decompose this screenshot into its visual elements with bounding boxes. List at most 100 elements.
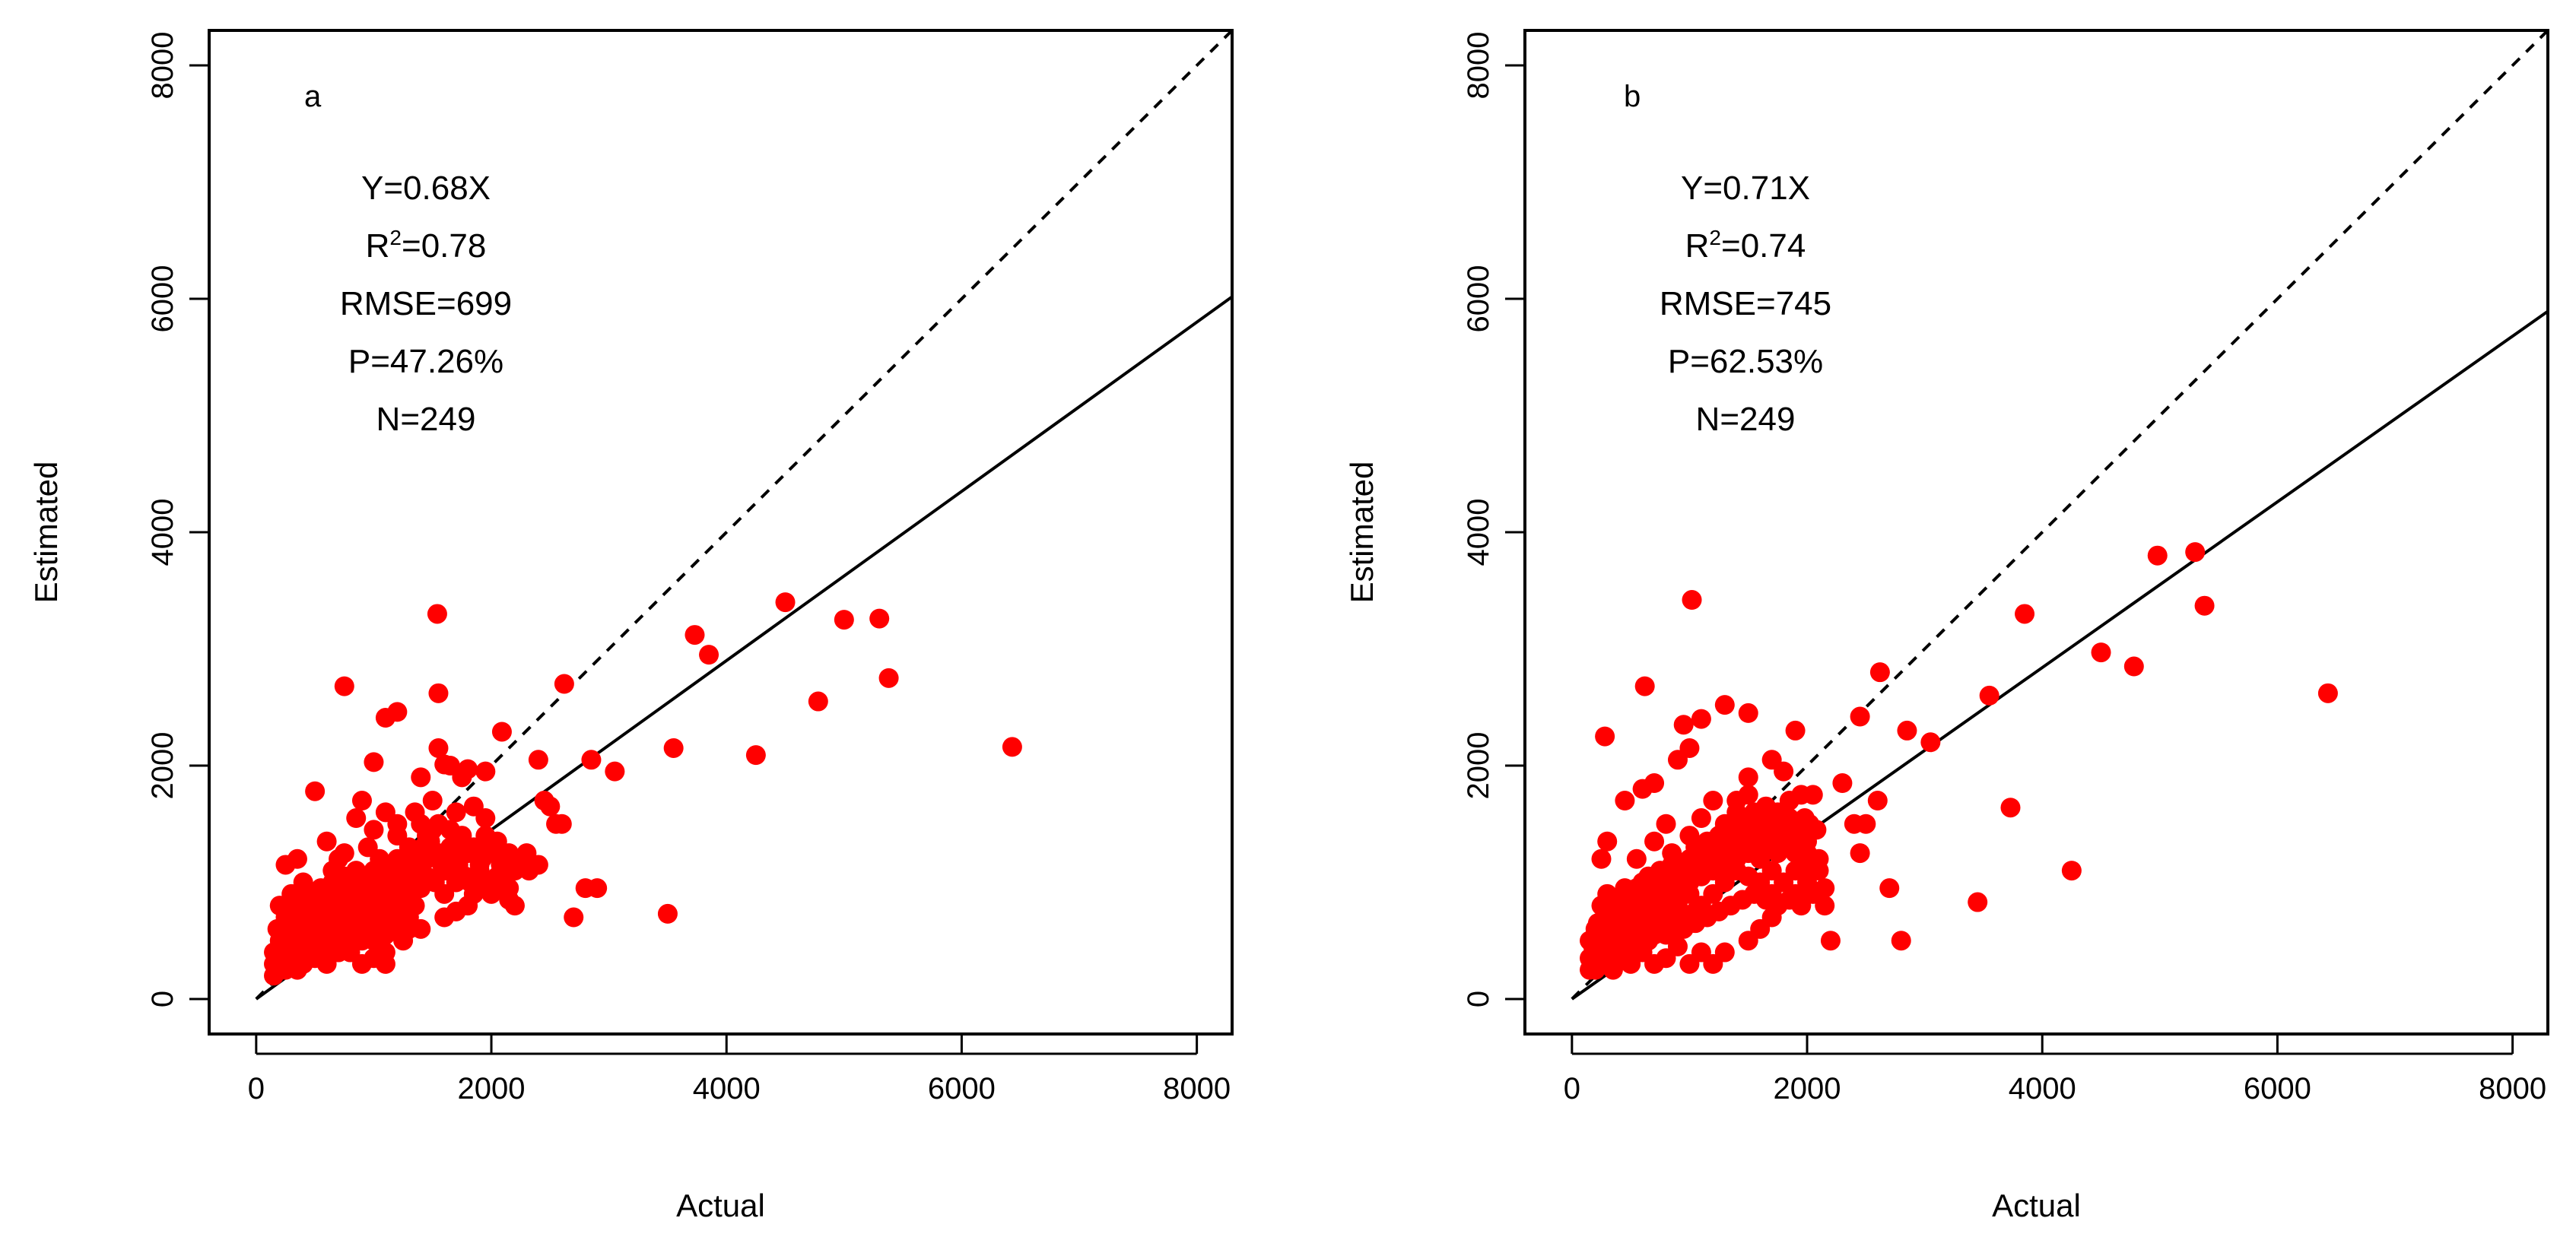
data-point [275, 855, 296, 875]
data-point [2123, 656, 2144, 677]
data-point [329, 942, 349, 963]
data-point [1714, 695, 1735, 715]
data-point [446, 802, 466, 823]
data-point [269, 896, 290, 916]
r-squared-prefix: R [1685, 227, 1710, 265]
r-squared-value: =0.74 [1721, 227, 1806, 265]
y-tick-label: 0 [146, 991, 179, 1007]
y-tick-label: 0 [1462, 991, 1495, 1007]
data-point [1815, 878, 1835, 899]
p-label: P=62.53% [1668, 343, 1823, 380]
data-point [351, 931, 372, 951]
data-point [1632, 779, 1653, 799]
data-point [427, 604, 447, 624]
r-squared: R2=0.78 [366, 226, 487, 265]
rmse-label: RMSE=699 [340, 285, 512, 322]
n-label: N=249 [376, 401, 476, 438]
data-point [387, 702, 408, 722]
points [1580, 542, 2338, 980]
data-point [1673, 715, 1694, 735]
n-label: N=249 [1696, 401, 1796, 438]
data-point [554, 674, 574, 694]
rmse-label: RMSE=745 [1660, 285, 1831, 322]
data-point [1850, 843, 1870, 864]
data-point [1591, 848, 1612, 869]
data-point [499, 890, 519, 910]
fit-equation: Y=0.68X [361, 170, 491, 207]
data-point [1691, 907, 1711, 928]
data-point [1644, 831, 1665, 852]
x-axis-title: Actual [1992, 1188, 2081, 1223]
data-point [364, 820, 384, 840]
one-to-one-line [255, 30, 1232, 1001]
data-point [351, 953, 372, 974]
data-point [316, 831, 337, 852]
y-tick-label: 6000 [146, 265, 179, 333]
data-point [699, 645, 719, 665]
data-point [2015, 604, 2035, 624]
r-squared-exponent: 2 [1709, 226, 1721, 249]
data-point [1738, 767, 1758, 788]
x-tick-label: 2000 [458, 1072, 526, 1105]
data-point [1691, 942, 1711, 963]
p-label: P=47.26% [348, 343, 503, 380]
data-point [1820, 931, 1841, 951]
x-tick-label: 4000 [2009, 1072, 2076, 1105]
y-axis-title: Estimated [1344, 461, 1380, 604]
panel-letter: a [304, 80, 322, 113]
data-point [1634, 676, 1655, 696]
data-point [422, 791, 443, 811]
data-point [1656, 814, 1676, 834]
data-point [305, 948, 326, 969]
y-tick-label: 6000 [1462, 265, 1495, 333]
panel-b: 0 2000 4000 6000 8000 0 2000 4000 6000 8000 Actual… [1344, 29, 2549, 1223]
x-axis-title: Actual [676, 1188, 765, 1223]
points [264, 592, 1022, 986]
data-point [528, 750, 548, 770]
data-point [405, 843, 425, 864]
data-point [428, 737, 449, 758]
data-point [869, 608, 890, 629]
data-point [519, 861, 539, 881]
data-point [458, 896, 478, 916]
data-point [684, 625, 705, 645]
data-point [491, 722, 512, 742]
data-point [305, 781, 326, 801]
y-axis-title: Estimated [28, 461, 64, 604]
y-tick-label: 8000 [1462, 32, 1495, 100]
y-tick-label: 8000 [146, 32, 179, 100]
data-point [364, 752, 384, 772]
data-point [657, 903, 678, 924]
data-point [1682, 590, 1702, 611]
data-point [467, 878, 488, 899]
data-point [1803, 785, 1823, 805]
data-point [1897, 720, 1917, 741]
data-point [463, 796, 484, 817]
data-point [1726, 791, 1747, 811]
fit-line [1571, 309, 2548, 1001]
data-point [399, 918, 419, 939]
data-point [1626, 848, 1647, 869]
data-point [387, 814, 408, 834]
data-point [808, 691, 828, 712]
data-point [1832, 773, 1853, 793]
panel-a: 0 2000 4000 6000 8000 0 2000 4000 6000 8000 Actual… [28, 29, 1234, 1223]
data-point [424, 872, 445, 893]
data-point [1867, 791, 1888, 811]
data-point [1850, 706, 1870, 727]
x-tick-label: 0 [1564, 1072, 1580, 1105]
data-point [475, 761, 496, 782]
data-point [428, 683, 449, 703]
y-tick-label: 4000 [146, 499, 179, 566]
data-point [605, 761, 625, 782]
data-point [1667, 750, 1688, 770]
data-point [346, 808, 367, 829]
data-point [1869, 662, 1890, 683]
data-point [1615, 791, 1635, 811]
one-to-one-line [1571, 30, 2548, 1001]
r-squared-prefix: R [366, 227, 390, 265]
data-point [1002, 737, 1022, 757]
data-point [581, 750, 602, 770]
data-point [405, 802, 425, 823]
x-tick-label: 2000 [1774, 1072, 1841, 1105]
